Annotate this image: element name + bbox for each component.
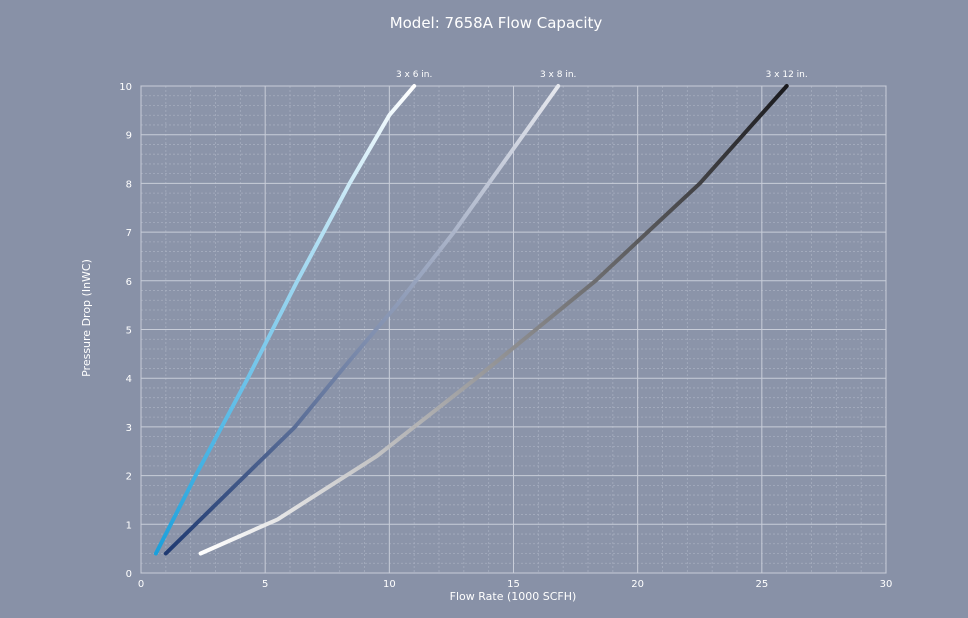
series-label: 3 x 8 in. — [540, 70, 576, 80]
series-line — [153, 84, 417, 556]
x-tick-label: 25 — [755, 579, 768, 590]
x-tick-label: 0 — [138, 579, 144, 590]
x-axis-title: Flow Rate (1000 SCFH) — [450, 590, 577, 603]
series-labels: 3 x 6 in. 3 x 8 in. 3 x 12 in. — [396, 70, 808, 80]
x-tick-label: 30 — [880, 579, 893, 590]
series-group — [153, 84, 789, 556]
y-tick-label: 7 — [126, 228, 132, 239]
y-axis-title: Pressure Drop (InWC) — [80, 259, 93, 377]
y-tick-label: 9 — [126, 131, 132, 142]
series-line — [163, 84, 561, 556]
y-tick-label: 3 — [126, 423, 132, 434]
series-label: 3 x 6 in. — [396, 70, 432, 80]
y-tick-label: 4 — [126, 374, 132, 385]
axes: 0 5 10 15 20 25 30 0 1 2 3 4 5 6 7 8 9 10 — [119, 82, 892, 590]
y-tick-label: 2 — [126, 472, 132, 483]
y-tick-label: 6 — [126, 277, 132, 288]
y-tick-label: 5 — [126, 326, 132, 337]
chart-title: Model: 7658A Flow Capacity — [390, 14, 603, 32]
x-tick-label: 15 — [507, 579, 520, 590]
x-tick-label: 10 — [383, 579, 396, 590]
y-tick-label: 10 — [119, 82, 132, 93]
y-tick-label: 8 — [126, 179, 132, 190]
x-tick-label: 20 — [631, 579, 644, 590]
y-tick-label: 0 — [126, 569, 132, 580]
series-label: 3 x 12 in. — [766, 70, 808, 80]
y-tick-label: 1 — [126, 520, 132, 531]
series-line — [198, 84, 789, 556]
x-tick-label: 5 — [262, 579, 268, 590]
